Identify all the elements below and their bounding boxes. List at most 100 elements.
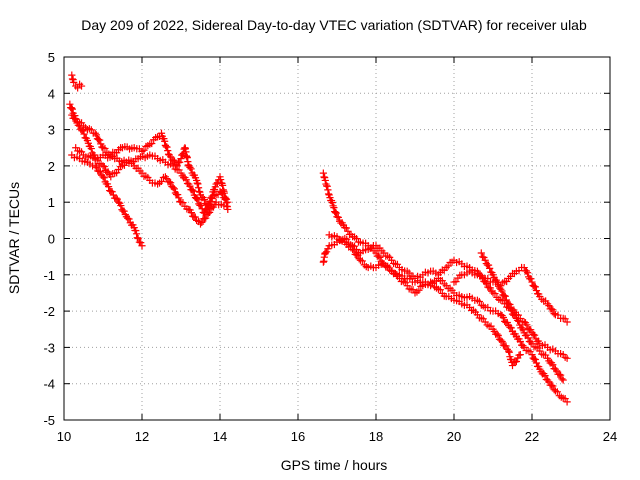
data-point-interp [328,199,336,207]
data-point-interp [176,158,184,166]
data-point [321,249,329,257]
data-point-interp [330,203,338,212]
data-point-interp [90,151,98,159]
data-point-interp [187,209,195,217]
data-point-interp [163,143,171,151]
data-point-interp [96,136,104,144]
data-point-interp [550,309,558,318]
data-point-interp [324,190,333,198]
data-point-interp [140,146,148,154]
data-point-interp [148,139,156,148]
data-point-interp [190,171,198,179]
data-point [74,84,82,92]
data-point-interp [324,245,332,253]
data-point-interp [96,168,104,176]
data-point-interp [491,289,499,298]
series-arc-10 [477,249,571,362]
data-point-interp [157,177,166,186]
data-point-interp [175,194,183,202]
data-point-interp [350,247,358,255]
data-point [99,162,107,170]
data-point [505,347,513,355]
data-point-interp [511,330,519,338]
data-point-interp [541,372,549,380]
data-point-interp [182,176,190,184]
data-point-interp [332,209,340,217]
x-tick-label: 10 [57,429,71,444]
data-point [91,155,99,163]
data-point-interp [207,198,215,206]
data-point-interp [499,313,507,322]
y-tick-label: 4 [48,86,55,101]
data-point [224,198,232,206]
data-point-interp [527,326,535,334]
data-point [508,361,517,370]
data-point-interp [194,180,202,188]
data-point [157,129,166,137]
data-point-interp [202,214,210,222]
data-point-interp [323,182,331,190]
data-point-interp [104,182,113,191]
data-point-interp [523,269,532,277]
data-point [516,351,524,359]
data-point-interp [334,213,342,221]
data-point [83,136,91,145]
data-point-interp [324,186,332,194]
data-point-interp [500,292,508,300]
data-point-interp [92,163,101,171]
data-point [528,351,536,359]
data-point [325,191,333,199]
y-axis-label: SDTVAR / TECUs [6,182,22,294]
data-point-interp [94,135,103,144]
y-tick-label: -2 [43,304,55,319]
data-point-interp [79,127,87,135]
y-tick-label: -5 [43,413,55,428]
data-point-interp [198,205,206,213]
data-point-interp [553,388,561,396]
data-point-interp [486,284,494,292]
data-point-interp [534,337,543,345]
data-point-interp [503,318,511,327]
y-tick-label: 0 [48,232,55,247]
data-point-interp [108,188,116,196]
data-point-interp [70,114,78,122]
data-point-interp [501,292,509,300]
data-point-interp [204,204,212,212]
data-point-interp [188,186,196,194]
data-point-interp [516,337,524,346]
data-point-interp [527,275,535,283]
data-point-interp [549,306,557,314]
data-point-interp [189,187,197,195]
data-point-interp [547,305,556,313]
data-point-interp [187,165,195,173]
data-point-interp [524,334,532,342]
data-point [193,176,201,185]
data-point-interp [523,331,531,339]
data-point [99,173,107,181]
data-point-interp [203,205,211,214]
data-point-interp [210,185,219,194]
series-arc-4 [68,151,146,250]
data-point-interp [170,185,178,193]
data-point-interp [512,357,520,366]
data-point-interp [87,144,95,153]
data-point-interp [376,253,384,261]
data-point [68,71,76,79]
data-point-interp [174,191,182,199]
y-tick-label: -1 [43,268,55,283]
data-point [528,278,536,286]
data-point-interp [68,75,77,83]
data-point [224,205,232,214]
data-point [200,209,208,217]
data-point-interp [196,188,204,196]
data-point-interp [475,297,483,306]
data-point-interp [415,286,423,294]
y-tick-label: 1 [48,195,55,210]
x-tick-label: 22 [525,429,539,444]
data-point-interp [535,290,543,298]
data-point-interp [219,190,227,198]
data-point-interp [549,382,557,390]
data-point-interp [194,184,203,192]
x-tick-label: 20 [447,429,461,444]
